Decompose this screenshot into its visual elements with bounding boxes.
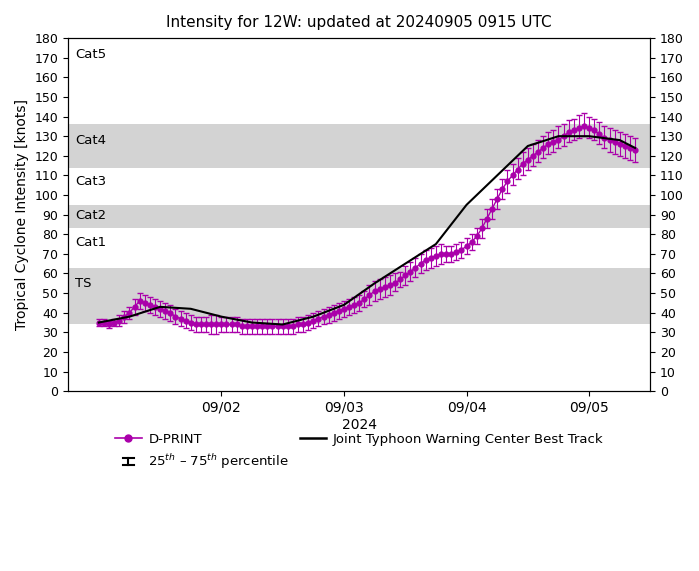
Text: Cat4: Cat4 (75, 134, 106, 147)
Bar (69, 230, 650, 266)
Text: Cat5: Cat5 (75, 48, 106, 61)
Title: Intensity for 12W: updated at 20240905 0915 UTC: Intensity for 12W: updated at 20240905 0… (166, 15, 552, 30)
Bar (69, 205, 650, 228)
Bar (69, 268, 650, 324)
Bar (69, 38, 650, 122)
Bar (69, 124, 650, 167)
Text: TS: TS (75, 278, 92, 291)
Text: Cat2: Cat2 (75, 209, 106, 222)
X-axis label: 2024: 2024 (342, 417, 377, 432)
Text: Cat3: Cat3 (75, 175, 106, 188)
Bar (69, 170, 650, 203)
Legend: D-PRINT, 25$^{th}$ – 75$^{th}$ percentile, Joint Typhoon Warning Center Best Tra: D-PRINT, 25$^{th}$ – 75$^{th}$ percentil… (110, 427, 609, 476)
Y-axis label: Tropical Cyclone Intensity [knots]: Tropical Cyclone Intensity [knots] (15, 99, 29, 330)
Text: Cat1: Cat1 (75, 236, 106, 249)
